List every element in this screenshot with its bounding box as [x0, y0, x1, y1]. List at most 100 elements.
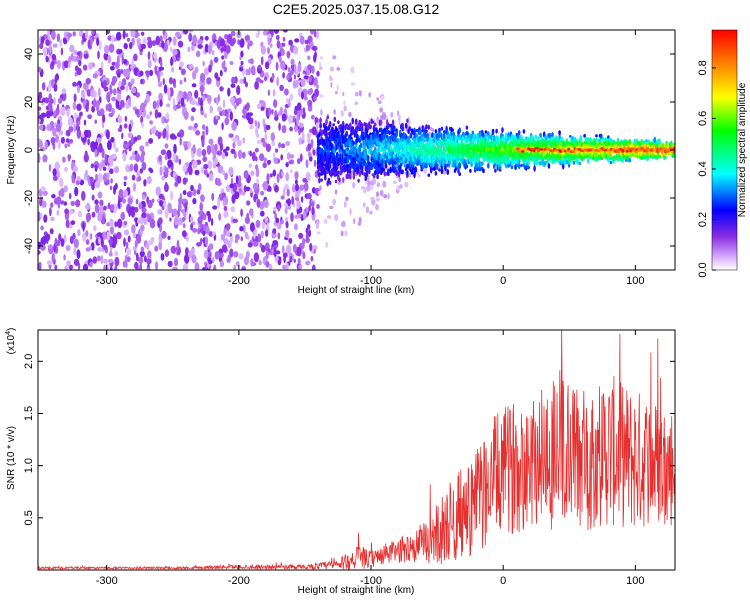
noise-cell	[306, 192, 312, 200]
signal-cell	[387, 122, 390, 130]
noise-cell	[106, 30, 111, 35]
noise-cell	[124, 254, 128, 264]
noise-cell	[350, 66, 355, 74]
noise-cell	[249, 150, 252, 157]
noise-cell	[304, 182, 309, 192]
noise-cell	[228, 166, 234, 176]
signal-core	[519, 147, 523, 151]
signal-cell	[500, 142, 503, 146]
noise-cell	[376, 191, 379, 198]
noise-cell	[72, 31, 76, 37]
noise-cell	[148, 239, 154, 246]
signal-cell	[354, 144, 358, 148]
noise-cell	[83, 119, 87, 126]
noise-cell	[125, 247, 132, 256]
noise-cell	[38, 66, 42, 73]
signal-cell	[357, 123, 360, 127]
noise-cell	[298, 127, 301, 136]
noise-cell	[256, 198, 261, 208]
noise-cell	[146, 257, 152, 265]
noise-cell	[239, 38, 245, 48]
signal-cell	[557, 154, 560, 160]
signal-cell	[642, 140, 646, 145]
noise-cell	[223, 66, 228, 73]
signal-cell	[609, 160, 613, 165]
signal-cell	[395, 169, 399, 176]
noise-cell	[211, 256, 215, 264]
signal-cell	[433, 132, 437, 139]
noise-cell	[294, 179, 298, 185]
signal-cell	[324, 174, 327, 181]
noise-cell	[182, 264, 187, 270]
noise-cell	[219, 38, 225, 47]
noise-cell	[253, 252, 260, 263]
noise-cell	[102, 166, 107, 171]
noise-cell	[183, 77, 187, 82]
signal-cell	[544, 160, 547, 166]
signal-cell	[384, 162, 388, 169]
noise-cell	[319, 185, 322, 191]
signal-cell	[406, 163, 409, 169]
signal-cell	[341, 124, 345, 130]
signal-cell	[444, 148, 447, 153]
signal-cell	[571, 155, 574, 161]
noise-cell	[123, 220, 128, 226]
signal-cell	[341, 127, 345, 134]
signal-cell	[517, 163, 521, 170]
signal-cell	[326, 115, 330, 120]
noise-cell	[182, 230, 187, 238]
noise-cell	[42, 47, 48, 56]
noise-cell	[133, 136, 138, 142]
noise-cell	[164, 167, 169, 176]
noise-cell	[129, 84, 132, 91]
noise-cell	[305, 227, 309, 234]
noise-cell	[105, 104, 109, 112]
signal-cell	[440, 126, 444, 131]
noise-cell	[140, 102, 146, 112]
noise-cell	[249, 208, 254, 216]
noise-cell	[241, 191, 246, 196]
signal-cell	[482, 133, 485, 138]
noise-cell	[133, 163, 139, 173]
noise-cell	[203, 169, 208, 176]
noise-cell	[273, 99, 278, 108]
noise-cell	[123, 58, 128, 65]
signal-cell	[539, 161, 542, 166]
noise-cell	[108, 252, 113, 257]
noise-cell	[273, 157, 279, 164]
noise-cell	[423, 167, 428, 174]
noise-cell	[90, 176, 93, 187]
noise-cell	[307, 55, 311, 61]
signal-cell	[410, 169, 414, 175]
noise-cell	[277, 232, 281, 240]
noise-cell	[298, 232, 304, 239]
signal-cell	[415, 128, 419, 133]
noise-cell	[47, 83, 52, 93]
noise-cell	[332, 198, 337, 206]
noise-cell	[95, 173, 99, 181]
noise-cell	[197, 216, 203, 225]
noise-cell	[316, 204, 320, 209]
signal-cell	[395, 130, 399, 138]
noise-cell	[44, 141, 48, 150]
noise-cell	[199, 222, 203, 229]
noise-cell	[404, 171, 407, 175]
noise-cell	[295, 183, 299, 192]
noise-cell	[54, 161, 60, 172]
noise-cell	[143, 216, 148, 226]
noise-cell	[281, 245, 285, 254]
noise-cell	[159, 35, 163, 42]
noise-cell	[192, 70, 197, 80]
noise-cell	[111, 80, 116, 86]
noise-cell	[267, 159, 271, 165]
noise-cell	[65, 219, 70, 228]
noise-cell	[307, 224, 311, 230]
noise-cell	[72, 81, 78, 87]
noise-cell	[293, 74, 297, 80]
noise-cell	[190, 184, 194, 192]
noise-cell	[295, 69, 299, 76]
signal-cell	[426, 136, 429, 142]
noise-cell	[147, 39, 153, 49]
noise-cell	[246, 212, 250, 222]
signal-cell	[456, 161, 459, 166]
